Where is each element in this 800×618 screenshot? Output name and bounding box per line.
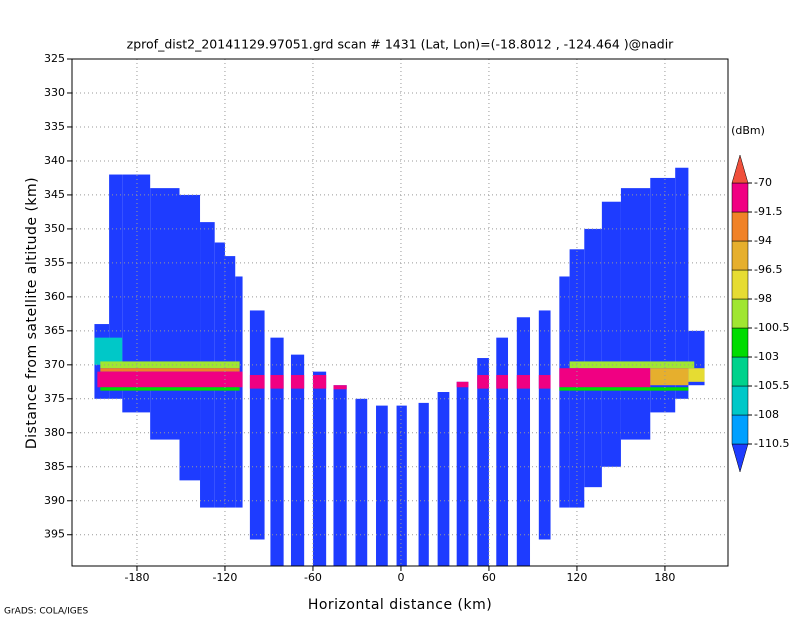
- colorbar-segment: [731, 356, 749, 387]
- field-cell: [249, 310, 265, 540]
- x-tick-label: -60: [304, 571, 322, 584]
- y-tick-label: 335: [44, 120, 65, 133]
- field-cell: [100, 368, 240, 372]
- y-tick-label: 340: [44, 154, 65, 167]
- colorbar-label: -70: [754, 176, 772, 189]
- x-tick-label: 60: [482, 571, 496, 584]
- field-cell: [516, 375, 531, 389]
- colorbar-label: -110.5: [754, 437, 789, 450]
- colorbar-label: -103: [754, 350, 779, 363]
- y-tick-label: 390: [44, 494, 65, 507]
- field-cell: [650, 368, 689, 386]
- field-cell: [333, 385, 347, 566]
- y-tick-label: 330: [44, 86, 65, 99]
- field-cell: [270, 375, 284, 389]
- colorbar-segment: [731, 327, 749, 358]
- field-cell: [333, 385, 347, 390]
- colorbar-label: -96.5: [754, 263, 782, 276]
- field-cell: [179, 194, 201, 481]
- x-tick-label: 120: [566, 571, 587, 584]
- y-axis-label: Distance from satellite altitude (km): [24, 177, 40, 449]
- colorbar-label: -108: [754, 408, 779, 421]
- y-tick-label: 355: [44, 256, 65, 269]
- footer: GrADS: COLA/IGES: [4, 607, 88, 617]
- field-cell: [418, 402, 429, 566]
- field-cell: [312, 371, 327, 566]
- field-cell: [538, 310, 551, 540]
- plot-frame: [71, 58, 729, 567]
- field-cell: [312, 375, 327, 389]
- colorbar-segment: [731, 240, 749, 271]
- field-cell: [569, 361, 695, 369]
- field-cell: [559, 276, 570, 508]
- colorbar-label: -100.5: [754, 321, 789, 334]
- field-cell: [94, 337, 123, 365]
- field-cell: [538, 375, 551, 389]
- field-cell: [477, 358, 489, 566]
- field-cell: [376, 405, 388, 566]
- colorbar-segment: [731, 414, 749, 445]
- x-axis-label: Horizontal distance (km): [308, 597, 492, 613]
- y-tick-label: 375: [44, 392, 65, 405]
- colorbar-segment: [731, 269, 749, 300]
- field-cell: [437, 392, 450, 566]
- y-tick-label: 345: [44, 188, 65, 201]
- field-cell: [355, 398, 368, 566]
- colorbar-segment: [731, 298, 749, 329]
- field-cell: [601, 201, 621, 467]
- x-tick-label: -180: [124, 571, 149, 584]
- field-cell: [688, 368, 705, 382]
- field: [94, 167, 705, 566]
- colorbar-label: -94: [754, 234, 772, 247]
- chart-title: zprof_dist2_20141129.97051.grd scan # 14…: [127, 37, 675, 52]
- field-cell: [100, 387, 240, 391]
- field-cell: [235, 276, 243, 508]
- y-tick-label: 360: [44, 290, 65, 303]
- field-cell: [270, 337, 284, 566]
- field-cell: [97, 371, 243, 388]
- colorbar-segment: [731, 385, 749, 416]
- field-cell: [290, 354, 305, 566]
- field-cell: [496, 375, 509, 389]
- colorbar-label: -98: [754, 292, 772, 305]
- x-tick-label: -120: [212, 571, 237, 584]
- field-cell: [150, 188, 180, 440]
- colorbar-label: -105.5: [754, 379, 789, 392]
- y-tick-label: 325: [44, 52, 65, 65]
- field-cell: [249, 375, 265, 389]
- field-cell: [620, 188, 651, 440]
- field-cell: [396, 405, 407, 566]
- y-tick-label: 395: [44, 528, 65, 541]
- x-tick-label: 0: [397, 571, 404, 584]
- field-cell: [584, 228, 602, 488]
- field-cell: [559, 368, 651, 388]
- colorbar-segment: [731, 182, 749, 213]
- x-tick-label: 180: [654, 571, 675, 584]
- colorbar: -110.5 -108 -105.5 -103 -100.5 -98 -96.5 -94 -91…: [731, 154, 789, 473]
- y-tick-label: 365: [44, 324, 65, 337]
- y-tick-label: 385: [44, 460, 65, 473]
- field-cell: [100, 361, 240, 369]
- field-cell: [290, 375, 305, 389]
- y-tick-label: 370: [44, 358, 65, 371]
- field-cell: [496, 337, 509, 566]
- field-cell: [675, 167, 689, 399]
- field-cell: [456, 381, 469, 566]
- colorbar-segment: [731, 211, 749, 242]
- y-tick-label: 380: [44, 426, 65, 439]
- colorbar-label: -91.5: [754, 205, 782, 218]
- y-tick-label: 350: [44, 222, 65, 235]
- field-cell: [477, 375, 489, 389]
- field-cell: [516, 317, 531, 566]
- field-cell: [559, 387, 689, 391]
- axes: -180 -120 -60 0 60 120 180 325 330 335 340 345 350 35…: [44, 52, 675, 584]
- colorbar-unit: (dBm): [731, 124, 765, 137]
- field-cell: [456, 381, 469, 388]
- colorbar-high: [731, 154, 749, 184]
